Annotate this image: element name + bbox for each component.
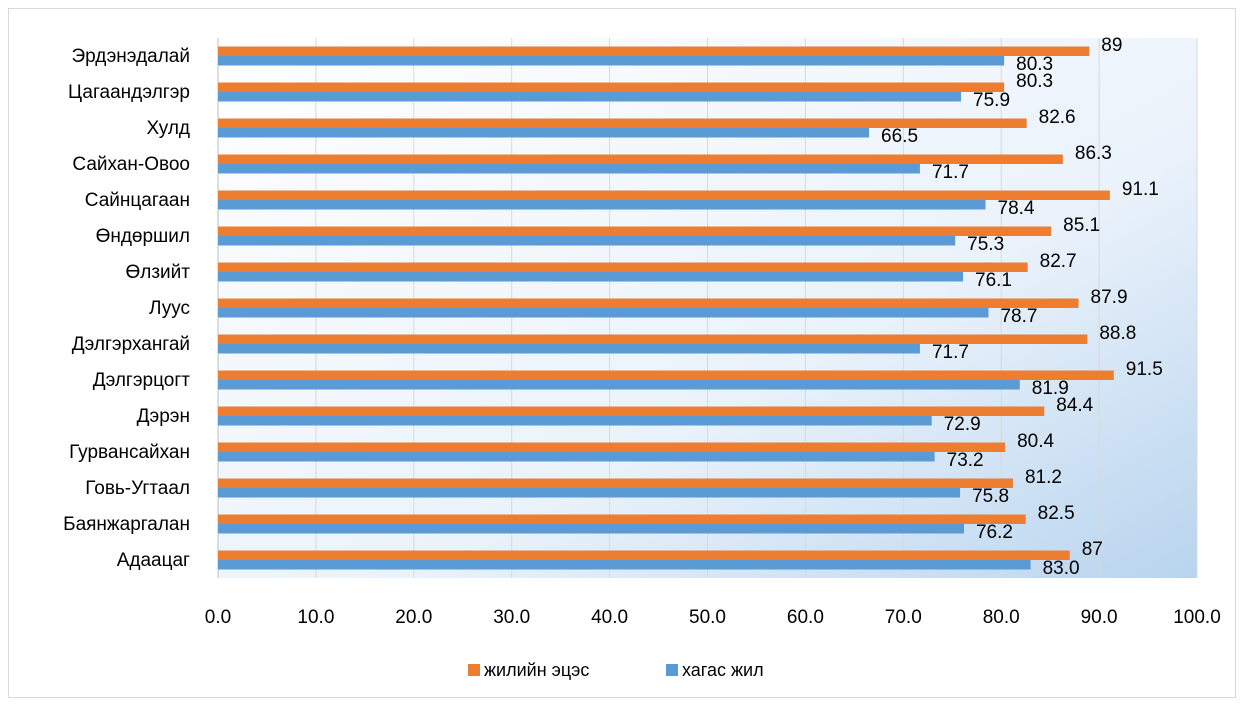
bar-year-end xyxy=(218,47,1089,57)
bar-half-year xyxy=(218,200,986,210)
legend-label: хагас жил xyxy=(682,660,764,680)
x-tick-label: 20.0 xyxy=(395,607,432,628)
x-tick-label: 90.0 xyxy=(1081,607,1118,628)
bar-half-year xyxy=(218,452,935,462)
legend-swatch xyxy=(666,664,678,676)
bar-year-end xyxy=(218,83,1004,93)
data-label: 80.3 xyxy=(1016,71,1053,92)
data-label: 75.9 xyxy=(973,90,1010,111)
bar-year-end xyxy=(218,299,1079,309)
data-label: 76.1 xyxy=(975,270,1012,291)
category-label: Дэлгэрцогт xyxy=(93,370,191,391)
data-label: 89 xyxy=(1101,35,1122,56)
category-label: Луус xyxy=(149,298,190,319)
data-label: 84.4 xyxy=(1056,395,1093,416)
data-label: 87.9 xyxy=(1091,287,1128,308)
category-label: Дэрэн xyxy=(137,406,190,427)
data-label: 80.4 xyxy=(1017,431,1054,452)
data-label: 75.8 xyxy=(972,486,1009,507)
category-label: Сайхан-Овоо xyxy=(72,154,190,175)
x-tick-label: 80.0 xyxy=(983,607,1020,628)
data-label: 82.6 xyxy=(1039,107,1076,128)
bar-year-end xyxy=(218,407,1044,417)
data-label: 81.2 xyxy=(1025,467,1062,488)
bar-half-year xyxy=(218,416,932,426)
category-label: Говь-Угтаал xyxy=(85,478,190,499)
bar-year-end xyxy=(218,191,1110,201)
data-label: 71.7 xyxy=(932,342,969,363)
data-label: 88.8 xyxy=(1099,323,1136,344)
x-tick-label: 30.0 xyxy=(493,607,530,628)
legend: жилийн эцэс хагас жил xyxy=(468,660,764,680)
category-label: Адаацаг xyxy=(117,550,190,571)
bar-half-year xyxy=(218,272,963,282)
data-label: 82.5 xyxy=(1038,503,1075,524)
bar-year-end xyxy=(218,371,1114,381)
data-label: 73.2 xyxy=(947,450,984,471)
bar-year-end xyxy=(218,551,1070,561)
bar-year-end xyxy=(218,479,1013,489)
data-label: 86.3 xyxy=(1075,143,1112,164)
x-tick-label: 70.0 xyxy=(885,607,922,628)
data-label: 91.5 xyxy=(1126,359,1163,380)
data-label: 78.4 xyxy=(998,198,1035,219)
category-label: Эрдэнэдалай xyxy=(72,46,190,67)
data-label: 66.5 xyxy=(881,126,918,147)
bar-half-year xyxy=(218,92,961,102)
x-tick-label: 40.0 xyxy=(591,607,628,628)
data-label: 91.1 xyxy=(1122,179,1159,200)
data-label: 72.9 xyxy=(944,414,981,435)
bar-year-end xyxy=(218,443,1005,453)
data-label: 71.7 xyxy=(932,162,969,183)
tick-labels: 0.0 10.0 20.0 30.0 40.0 50.0 60.0 70.0 80.0 90.0 1… xyxy=(205,607,1221,628)
bar-half-year xyxy=(218,128,869,138)
data-label: 78.7 xyxy=(1000,306,1037,327)
bar-half-year xyxy=(218,560,1031,570)
category-label: Өндөршил xyxy=(96,226,190,247)
bar-year-end xyxy=(218,227,1051,237)
data-label: 76.2 xyxy=(976,522,1013,543)
data-label: 75.3 xyxy=(967,234,1004,255)
bar-half-year xyxy=(218,164,920,174)
x-tick-label: 0.0 xyxy=(205,607,231,628)
legend-swatch xyxy=(468,664,480,676)
category-labels: Эрдэнэдалай Цагаандэлгэр Хулд Сайхан-Овоо Са… xyxy=(63,46,190,571)
bar-half-year xyxy=(218,380,1020,390)
legend-label: жилийн эцэс xyxy=(484,660,589,680)
bar-year-end xyxy=(218,515,1026,525)
category-label: Гурвансайхан xyxy=(69,442,190,463)
category-label: Хулд xyxy=(146,118,190,139)
bar-half-year xyxy=(218,236,955,246)
data-label: 87 xyxy=(1082,539,1103,560)
category-label: Өлзийт xyxy=(125,262,190,283)
data-label: 82.7 xyxy=(1040,251,1077,272)
bar-half-year xyxy=(218,56,1004,66)
bar-half-year xyxy=(218,308,988,318)
data-label: 83.0 xyxy=(1043,558,1080,579)
x-tick-label: 10.0 xyxy=(297,607,334,628)
x-tick-label: 50.0 xyxy=(689,607,726,628)
bar-half-year xyxy=(218,344,920,354)
bar-year-end xyxy=(218,263,1028,273)
data-label: 85.1 xyxy=(1063,215,1100,236)
x-tick-label: 100.0 xyxy=(1173,607,1221,628)
category-label: Дэлгэрхангай xyxy=(72,334,190,355)
x-tick-label: 60.0 xyxy=(787,607,824,628)
bar-half-year xyxy=(218,524,964,534)
category-label: Баянжаргалан xyxy=(63,514,190,535)
category-label: Цагаандэлгэр xyxy=(68,82,190,103)
bar-half-year xyxy=(218,488,960,498)
category-label: Сайнцагаан xyxy=(85,190,190,211)
